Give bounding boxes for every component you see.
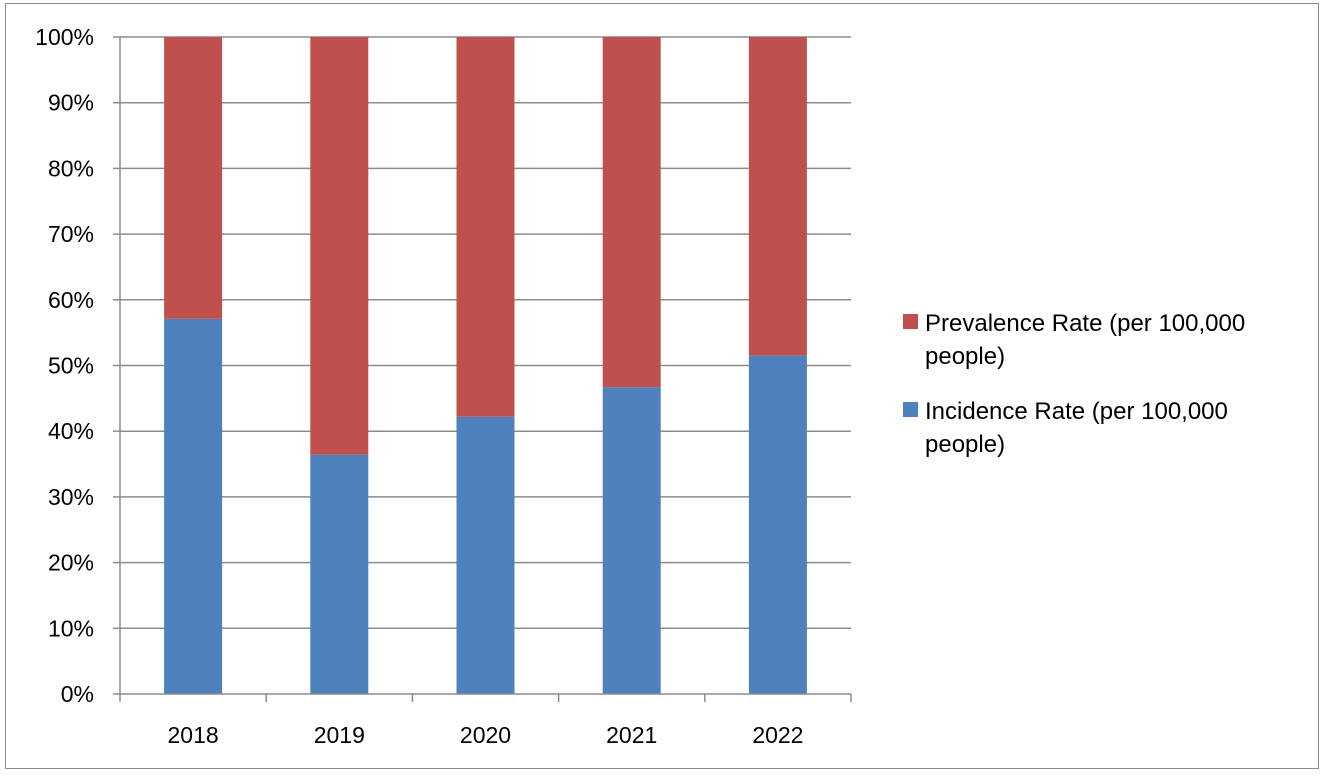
legend-label[interactable]: Prevalence Rate (per 100,000 people) xyxy=(925,310,1245,370)
x-tick-label: 2019 xyxy=(314,722,365,748)
y-tick-label: 30% xyxy=(48,484,94,510)
y-tick-label: 80% xyxy=(48,155,94,181)
bar-segment-prevalence[interactable] xyxy=(456,37,515,417)
x-tick-label: 2021 xyxy=(606,722,657,748)
axes xyxy=(113,36,852,702)
legend-swatch xyxy=(903,314,918,329)
bar-segment-prevalence[interactable] xyxy=(164,37,223,319)
y-tick-label: 50% xyxy=(48,353,94,379)
bar-segment-prevalence[interactable] xyxy=(602,37,661,388)
chart-frame xyxy=(5,3,1319,769)
legend[interactable]: Prevalence Rate (per 100,000 people) Incid… xyxy=(903,310,1245,458)
y-tick-label: 0% xyxy=(61,681,94,707)
bars xyxy=(164,37,807,694)
bar-segment-prevalence[interactable] xyxy=(748,37,807,356)
x-tick-label: 2020 xyxy=(460,722,511,748)
legend-label[interactable]: Incidence Rate (per 100,000 people) xyxy=(925,398,1228,458)
bar-segment-prevalence[interactable] xyxy=(310,37,369,455)
bar-segment-incidence[interactable] xyxy=(164,318,223,694)
y-tick-label: 100% xyxy=(35,24,94,50)
x-tick-label: 2018 xyxy=(168,722,219,748)
bar-segment-incidence[interactable] xyxy=(602,387,661,694)
y-tick-label: 40% xyxy=(48,418,94,444)
bar-segment-incidence[interactable] xyxy=(748,355,807,694)
y-tick-label: 70% xyxy=(48,221,94,247)
bar-segment-incidence[interactable] xyxy=(310,454,369,694)
tick-labels: 0% 10% 20% 30% 40% 50% 60% 70% 80% 90% 100% 2018 201… xyxy=(35,24,803,748)
y-tick-label: 90% xyxy=(48,90,94,116)
y-tick-label: 20% xyxy=(48,550,94,576)
y-tick-label: 60% xyxy=(48,287,94,313)
x-tick-label: 2022 xyxy=(752,722,803,748)
y-tick-label: 10% xyxy=(48,615,94,641)
legend-swatch xyxy=(903,402,918,417)
bar-segment-incidence[interactable] xyxy=(456,416,515,694)
